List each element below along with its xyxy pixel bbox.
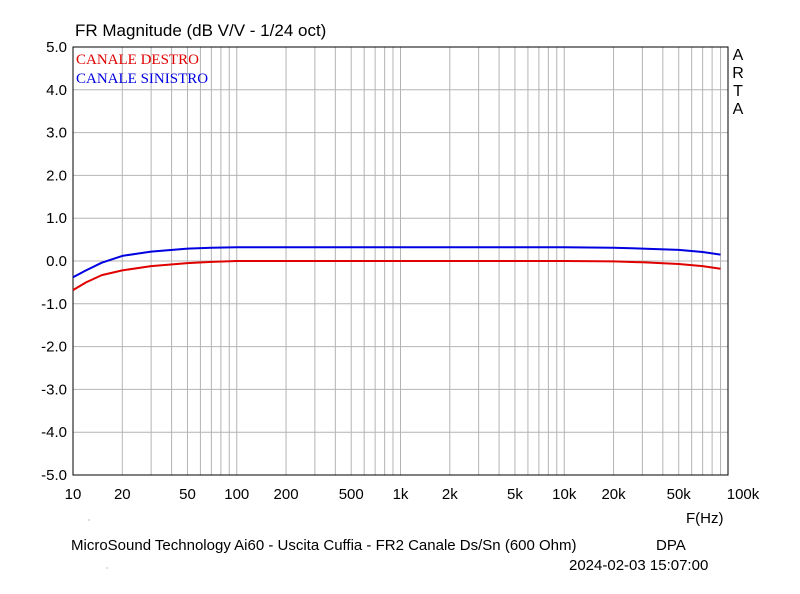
y-tick-label: 4.0 xyxy=(46,82,67,99)
side-label-letter: R xyxy=(732,65,744,82)
x-tick-label: 10k xyxy=(552,486,577,503)
x-tick-label: 5k xyxy=(507,486,523,503)
x-tick-label: 200 xyxy=(274,486,299,503)
legend-entry: CANALE SINISTRO xyxy=(76,71,208,87)
stray-dot xyxy=(88,519,90,521)
y-tick-label: 0.0 xyxy=(46,253,67,270)
stray-dot xyxy=(106,567,108,569)
x-tick-label: 2k xyxy=(442,486,458,503)
x-tick-label: 100k xyxy=(727,486,760,503)
side-label-letter: T xyxy=(733,83,743,100)
x-tick-label: 10 xyxy=(65,486,82,503)
legend-entry: CANALE DESTRO xyxy=(76,52,199,68)
side-label-letter: A xyxy=(732,47,744,64)
x-tick-label: 20k xyxy=(601,486,626,503)
x-tick-label: 500 xyxy=(339,486,364,503)
x-tick-label: 50 xyxy=(179,486,196,503)
x-tick-label: 1k xyxy=(393,486,409,503)
series-line-canale-sinistro xyxy=(72,246,721,279)
y-tick-label: -5.0 xyxy=(41,467,67,484)
y-tick-label: 2.0 xyxy=(46,167,67,184)
arta-side-label: A R T A xyxy=(732,47,744,119)
x-tick-label: 20 xyxy=(114,486,131,503)
y-tick-label: -2.0 xyxy=(41,339,67,356)
side-label-letter: A xyxy=(732,101,744,118)
series-line-canale-destro xyxy=(72,260,721,291)
y-tick-label: -1.0 xyxy=(41,296,67,313)
plot-frame xyxy=(72,46,729,476)
footer-caption: MicroSound Technology Ai60 - Uscita Cuff… xyxy=(71,537,577,554)
footer-timestamp: 2024-02-03 15:07:00 xyxy=(569,557,709,574)
y-tick-label: 3.0 xyxy=(46,125,67,142)
x-tick-label: 50k xyxy=(667,486,692,503)
y-tick-label: 1.0 xyxy=(46,210,67,227)
y-tick-label: -3.0 xyxy=(41,381,67,398)
footer-tag: DPA xyxy=(656,537,686,554)
x-axis-unit-label: F(Hz) xyxy=(686,510,724,527)
chart-title: FR Magnitude (dB V/V - 1/24 oct) xyxy=(75,21,327,40)
y-tick-label: 5.0 xyxy=(46,39,67,56)
y-tick-label: -4.0 xyxy=(41,424,67,441)
x-tick-label: 100 xyxy=(224,486,249,503)
